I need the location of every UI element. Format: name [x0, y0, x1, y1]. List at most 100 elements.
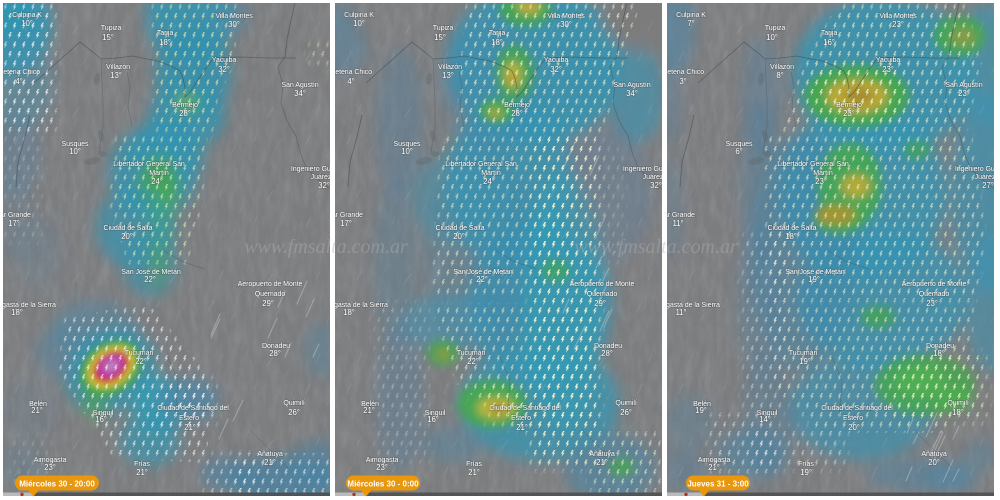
svg-text:Ciudad de Santiago del: Ciudad de Santiago del: [821, 404, 893, 412]
svg-text:Susques: Susques: [394, 140, 421, 148]
svg-text:Tucumán: Tucumán: [789, 349, 818, 357]
svg-text:Villazón: Villazón: [770, 63, 794, 71]
svg-text:Yacuiba: Yacuiba: [544, 56, 569, 64]
svg-text:30°: 30°: [560, 20, 572, 29]
svg-text:Yacuiba: Yacuiba: [876, 56, 901, 64]
svg-text:Ciudad de Santiago del: Ciudad de Santiago del: [157, 404, 229, 412]
svg-text:15°: 15°: [102, 33, 114, 42]
svg-text:29°: 29°: [262, 299, 274, 308]
svg-text:Villazón: Villazón: [106, 63, 130, 71]
svg-text:Donadeu: Donadeu: [594, 342, 622, 350]
svg-text:20°: 20°: [848, 423, 860, 432]
svg-text:Añatuya: Añatuya: [589, 450, 614, 458]
svg-text:Frías: Frías: [466, 460, 482, 468]
svg-text:Antofagasta de la Sierra: Antofagasta de la Sierra: [314, 301, 388, 309]
svg-text:21°: 21°: [136, 468, 148, 477]
svg-text:San Agustín: San Agustín: [613, 81, 650, 89]
svg-text:Bermejo: Bermejo: [836, 101, 862, 109]
svg-text:28°: 28°: [179, 109, 191, 118]
svg-text:Frías: Frías: [134, 460, 150, 468]
svg-text:Quimilí: Quimilí: [615, 399, 637, 407]
svg-text:Libertador General San: Libertador General San: [113, 160, 185, 168]
svg-text:Quetena Chico: Quetena Chico: [0, 68, 40, 76]
svg-text:Villa Montes: Villa Montes: [215, 12, 253, 20]
svg-text:29°: 29°: [594, 299, 606, 308]
svg-text:Martín: Martín: [149, 169, 169, 177]
svg-text:22°: 22°: [144, 275, 156, 284]
svg-text:Ciudad de Santiago del: Ciudad de Santiago del: [489, 404, 561, 412]
svg-text:Tupiza: Tupiza: [765, 24, 786, 32]
svg-text:21°: 21°: [516, 423, 528, 432]
svg-text:Juárez: Juárez: [311, 173, 332, 181]
svg-text:32°: 32°: [650, 181, 662, 190]
svg-text:27°: 27°: [982, 181, 994, 190]
svg-text:Aeropuerto de Monte: Aeropuerto de Monte: [238, 280, 303, 288]
svg-text:26°: 26°: [288, 408, 300, 417]
svg-text:Ingeniero Guillerm: Ingeniero Guillerm: [955, 165, 1000, 173]
svg-text:Tolar Grande: Tolar Grande: [0, 211, 31, 219]
svg-text:20°: 20°: [928, 458, 940, 467]
svg-text:Villa Montes: Villa Montes: [547, 12, 585, 20]
svg-text:Tolar Grande: Tolar Grande: [323, 211, 363, 219]
svg-text:32°: 32°: [318, 181, 330, 190]
svg-text:17°: 17°: [340, 219, 352, 228]
svg-text:20°: 20°: [453, 232, 465, 241]
svg-text:Aeropuerto de Monte: Aeropuerto de Monte: [902, 280, 967, 288]
svg-text:13°: 13°: [442, 71, 454, 80]
svg-text:Quetena Chico: Quetena Chico: [658, 68, 704, 76]
svg-text:San José de Metán: San José de Metán: [121, 268, 181, 276]
svg-text:Quemado: Quemado: [919, 290, 950, 298]
svg-text:19°: 19°: [808, 275, 820, 284]
svg-text:23°: 23°: [882, 65, 894, 74]
svg-text:34°: 34°: [626, 89, 638, 98]
svg-text:15°: 15°: [434, 33, 446, 42]
svg-text:Bermejo: Bermejo: [504, 101, 530, 109]
svg-text:Libertador General San: Libertador General San: [777, 160, 849, 168]
svg-text:Villazón: Villazón: [438, 63, 462, 71]
svg-text:Culpina K: Culpina K: [676, 11, 706, 19]
svg-text:10°: 10°: [353, 19, 365, 28]
svg-text:18°: 18°: [11, 308, 23, 317]
svg-text:10°: 10°: [766, 33, 778, 42]
svg-text:Juárez: Juárez: [975, 173, 996, 181]
svg-text:Jueves 31 - 3:00: Jueves 31 - 3:00: [687, 480, 749, 489]
svg-text:16°: 16°: [95, 415, 107, 424]
svg-text:19°: 19°: [695, 406, 707, 415]
svg-text:www.fmsalta.com.ar: www.fmsalta.com.ar: [244, 236, 408, 258]
svg-text:Belén: Belén: [29, 400, 47, 408]
svg-text:26°: 26°: [620, 408, 632, 417]
svg-text:32°: 32°: [550, 65, 562, 74]
svg-text:Tarija: Tarija: [157, 29, 174, 37]
svg-text:4°: 4°: [15, 77, 22, 86]
svg-text:Quimilí: Quimilí: [947, 399, 969, 407]
svg-text:23°: 23°: [44, 463, 56, 472]
svg-text:Ingeniero Guillerm: Ingeniero Guillerm: [623, 165, 679, 173]
svg-text:10°: 10°: [69, 147, 81, 156]
svg-text:San José de Metán: San José de Metán: [785, 268, 845, 276]
svg-text:Belén: Belén: [693, 400, 711, 408]
svg-text:Susques: Susques: [726, 140, 753, 148]
svg-text:7°: 7°: [687, 19, 694, 28]
svg-text:8°: 8°: [776, 71, 783, 80]
svg-text:Aeropuerto de Monte: Aeropuerto de Monte: [570, 280, 635, 288]
svg-text:10°: 10°: [21, 19, 33, 28]
svg-text:Ciudad de Salta: Ciudad de Salta: [768, 224, 817, 232]
svg-text:Ciudad de Salta: Ciudad de Salta: [104, 224, 153, 232]
svg-text:22°: 22°: [135, 357, 147, 366]
svg-text:23°: 23°: [892, 20, 904, 29]
svg-text:San José de Metán: San José de Metán: [453, 268, 513, 276]
svg-text:San Agustín: San Agustín: [281, 81, 318, 89]
svg-text:Villa Montes: Villa Montes: [879, 12, 917, 20]
svg-text:19°: 19°: [800, 468, 812, 477]
svg-text:21°: 21°: [596, 458, 608, 467]
svg-text:Ciudad de Salta: Ciudad de Salta: [436, 224, 485, 232]
svg-text:Antofagasta de la Sierra: Antofagasta de la Sierra: [646, 301, 720, 309]
svg-text:Martín: Martín: [813, 169, 833, 177]
svg-text:16°: 16°: [427, 415, 439, 424]
svg-text:Aimogasta: Aimogasta: [34, 456, 67, 464]
svg-text:16°: 16°: [823, 38, 835, 47]
svg-text:Miércoles 30 - 0:00: Miércoles 30 - 0:00: [347, 480, 419, 489]
svg-text:Susques: Susques: [62, 140, 89, 148]
svg-text:21°: 21°: [363, 406, 375, 415]
svg-text:21°: 21°: [468, 468, 480, 477]
